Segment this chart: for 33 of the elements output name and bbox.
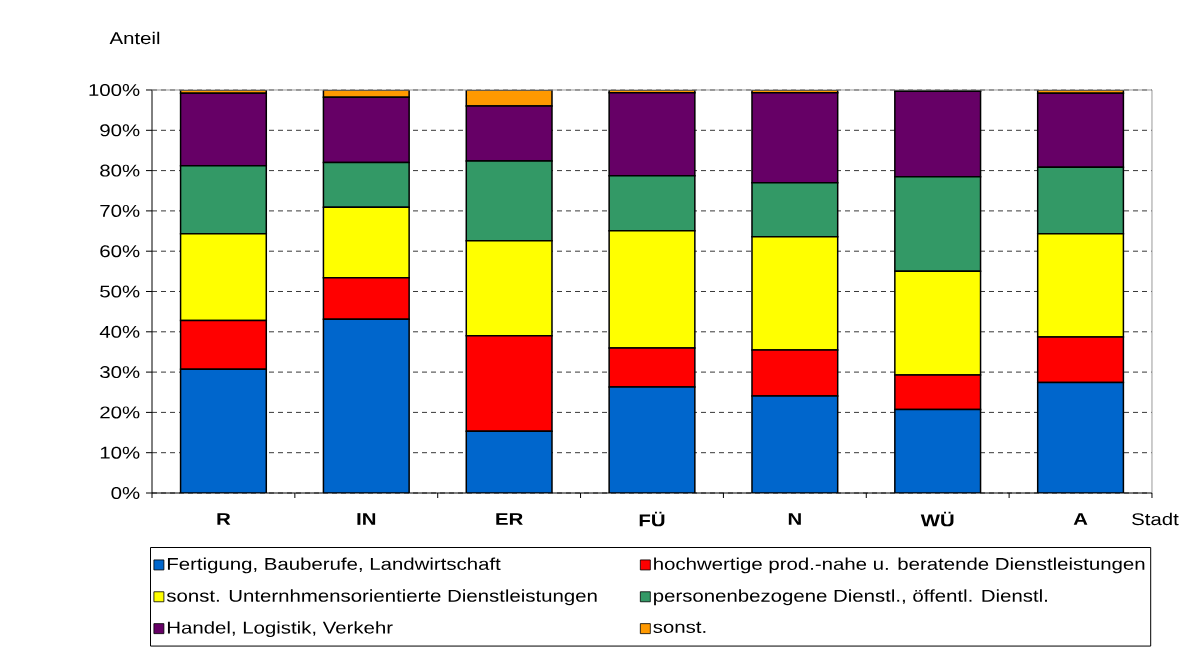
y-tick-label: 0% [111,486,140,500]
x-tick-label: R [217,513,231,525]
x-tick-label: A [1073,513,1088,525]
bar [751,395,839,493]
legend-label: Handel, Logistik, Verkehr [167,621,393,638]
y-axis-title: Anteil [109,31,160,45]
y-tick-label: 100% [89,83,140,97]
legend-label: personenbezogene Dienstl., öffentl. Dienstl. [654,589,1047,606]
legend-label: sonst. Unternhmensorientierte Dienstleistungen [166,589,597,606]
y-tick-label: 20% [100,406,140,419]
x-tick-label: IN [357,513,376,525]
bar [465,430,553,493]
y-tick-label: 90% [100,124,140,137]
y-tick-label: 40% [99,325,140,338]
y-tick-label: 30% [100,366,140,379]
bar [608,386,696,493]
x-axis-title: Stadt [1132,512,1179,526]
legend-label: sonst. [653,621,706,634]
y-tick-label: 60% [100,245,140,258]
x-tick-label: WÜ [920,511,954,527]
y-tick-label: 10% [100,446,140,459]
x-tick-label: FÜ [639,511,665,527]
legend-label: Fertigung, Bauberufe, Landwirtschaft [167,557,501,574]
bar [179,368,268,493]
y-tick-label: 80% [100,164,140,177]
bar [894,408,982,493]
y-tick-label: 50% [100,285,140,298]
x-tick-label: ER [496,513,523,525]
y-tick-label: 70% [100,204,140,217]
bar [1036,381,1125,493]
x-tick-label: N [788,513,801,525]
legend-label: hochwertige prod.-nahe u. beratende Dienstleistungen [654,557,1145,574]
bar [322,318,410,493]
